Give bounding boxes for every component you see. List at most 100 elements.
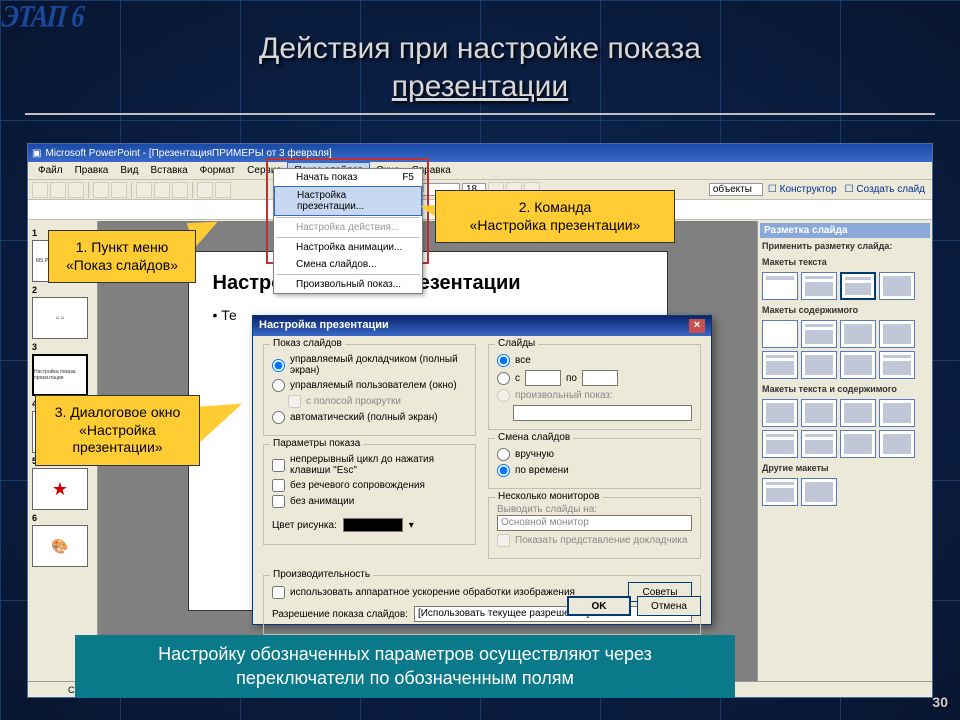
dd-trans[interactable]: Смена слайдов... <box>274 256 422 273</box>
grp-perf-label: Производительность <box>270 569 373 580</box>
layout-cell[interactable] <box>762 399 798 427</box>
slideshow-dropdown[interactable]: Начать показF5 Настройка презентации... … <box>273 168 423 294</box>
layout-cell[interactable] <box>762 320 798 348</box>
tb-paste-icon[interactable] <box>172 182 188 198</box>
tb-print-icon[interactable] <box>93 182 109 198</box>
newslide-link[interactable]: ☐ Создать слайд <box>842 183 928 196</box>
layout-cell[interactable] <box>879 272 915 300</box>
layout-cell[interactable] <box>801 478 837 506</box>
layout-cell[interactable] <box>879 320 915 348</box>
taskpane-g4: Другие макеты <box>760 460 930 476</box>
objects-combo[interactable]: объекты <box>709 183 763 196</box>
ok-button[interactable]: OK <box>567 596 631 616</box>
grp-slides: Слайды все спо произвольный показ: <box>488 344 701 430</box>
radio-timings[interactable]: по времени <box>497 464 692 477</box>
dd-action[interactable]: Настройка действия... <box>274 219 422 236</box>
radio-custom: произвольный показ: <box>497 389 692 402</box>
thumb-6[interactable]: 🎨 <box>32 525 88 567</box>
tb-new-icon[interactable] <box>32 182 48 198</box>
layout-cell[interactable] <box>840 399 876 427</box>
callout-3: 3. Диалоговое окно«Настройкапрезентации» <box>35 395 200 466</box>
grp-show-label: Показ слайдов <box>270 338 345 349</box>
setup-dialog[interactable]: Настройка презентации × Показ слайдов уп… <box>252 315 712 625</box>
taskpane-g1: Макеты текста <box>760 254 930 270</box>
layout-cell[interactable] <box>840 351 876 379</box>
layout-cell[interactable] <box>801 351 837 379</box>
tb-save-icon[interactable] <box>68 182 84 198</box>
menu-format[interactable]: Формат <box>194 163 242 178</box>
layout-cell[interactable] <box>762 272 798 300</box>
cancel-button[interactable]: Отмена <box>637 596 701 616</box>
page-number: 30 <box>932 694 948 710</box>
layouts-mixed[interactable] <box>760 397 930 460</box>
ppt-title-text: Microsoft PowerPoint - [ПрезентацияПРИМЕ… <box>45 148 331 159</box>
layout-cell[interactable] <box>879 399 915 427</box>
thumb-3[interactable]: Настройка показа презентации <box>32 354 88 396</box>
dd-setup[interactable]: Настройка презентации... <box>274 186 422 216</box>
radio-manual[interactable]: вручную <box>497 448 692 461</box>
layout-cell[interactable] <box>801 430 837 458</box>
dlg-title-text: Настройка презентации <box>259 319 389 333</box>
layout-cell[interactable] <box>840 320 876 348</box>
layouts-text[interactable] <box>760 270 930 302</box>
grp-options: Параметры показа непрерывный цикл до наж… <box>263 444 476 545</box>
radio-speaker[interactable]: управляемый докладчиком (полный экран) <box>272 354 467 376</box>
taskpane-header: Разметка слайда <box>760 223 930 238</box>
grp-mon-label: Несколько мониторов <box>495 491 603 502</box>
layouts-content[interactable] <box>760 318 930 381</box>
layout-cell[interactable] <box>801 399 837 427</box>
layout-cell[interactable] <box>840 430 876 458</box>
title-underline <box>25 113 935 115</box>
task-pane[interactable]: Разметка слайда Применить разметку слайд… <box>757 221 932 681</box>
tb-copy-icon[interactable] <box>154 182 170 198</box>
layouts-other[interactable] <box>760 476 930 508</box>
grp-advance: Смена слайдов вручную по времени <box>488 438 701 489</box>
title-line1: Действия при настройке показа <box>259 32 701 65</box>
menu-file[interactable]: Файл <box>32 163 69 178</box>
slide-title: Действия при настройке показа презентаци… <box>0 30 960 105</box>
tb-undo-icon[interactable] <box>197 182 213 198</box>
dlg-close-icon[interactable]: × <box>689 319 705 333</box>
thumb-5[interactable]: ★ <box>32 468 88 510</box>
chk-animation[interactable]: без анимации <box>272 495 467 508</box>
ppt-menubar[interactable]: Файл Правка Вид Вставка Формат Сервис По… <box>28 162 932 180</box>
thumb-2[interactable]: ☺☺ <box>32 297 88 339</box>
bottom-banner: Настройку обозначенных параметров осущес… <box>75 635 735 698</box>
tb-redo-icon[interactable] <box>215 182 231 198</box>
title-line2: презентации <box>392 70 568 103</box>
layout-cell[interactable] <box>801 320 837 348</box>
monitor-combo: Основной монитор <box>497 515 692 531</box>
pen-color-swatch[interactable] <box>343 518 403 532</box>
dd-start[interactable]: Начать показF5 <box>274 169 422 186</box>
res-label: Разрешение показа слайдов: <box>272 609 408 620</box>
radio-kiosk[interactable]: автоматический (полный экран) <box>272 411 467 424</box>
radio-all[interactable]: все <box>497 354 692 367</box>
grp-monitors: Несколько мониторов Выводить слайды на: … <box>488 497 701 559</box>
tb-open-icon[interactable] <box>50 182 66 198</box>
taskpane-g2: Макеты содержимого <box>760 302 930 318</box>
menu-view[interactable]: Вид <box>114 163 144 178</box>
layout-cell[interactable] <box>879 430 915 458</box>
chk-loop[interactable]: непрерывный цикл до нажатия клавиши "Esc… <box>272 454 467 476</box>
menu-edit[interactable]: Правка <box>69 163 115 178</box>
konstruktor-link[interactable]: ☐ Конструктор <box>765 183 840 196</box>
dlg-titlebar: Настройка презентации × <box>253 316 711 336</box>
radio-range[interactable]: спо <box>497 370 692 386</box>
menu-insert[interactable]: Вставка <box>144 163 193 178</box>
layout-cell[interactable] <box>762 351 798 379</box>
layout-cell[interactable] <box>762 430 798 458</box>
custom-combo <box>513 405 692 421</box>
callout-1: 1. Пункт меню«Показ слайдов» <box>48 230 196 283</box>
callout-2: 2. Команда«Настройка презентации» <box>435 190 675 243</box>
tb-cut-icon[interactable] <box>136 182 152 198</box>
layout-cell[interactable] <box>840 272 876 300</box>
radio-user[interactable]: управляемый пользователем (окно) <box>272 379 467 392</box>
dd-custom[interactable]: Произвольный показ... <box>274 276 422 293</box>
layout-cell[interactable] <box>801 272 837 300</box>
taskpane-g3: Макеты текста и содержимого <box>760 381 930 397</box>
chk-narration[interactable]: без речевого сопровождения <box>272 479 467 492</box>
tb-preview-icon[interactable] <box>111 182 127 198</box>
dd-anim[interactable]: Настройка анимации... <box>274 239 422 256</box>
layout-cell[interactable] <box>879 351 915 379</box>
layout-cell[interactable] <box>762 478 798 506</box>
